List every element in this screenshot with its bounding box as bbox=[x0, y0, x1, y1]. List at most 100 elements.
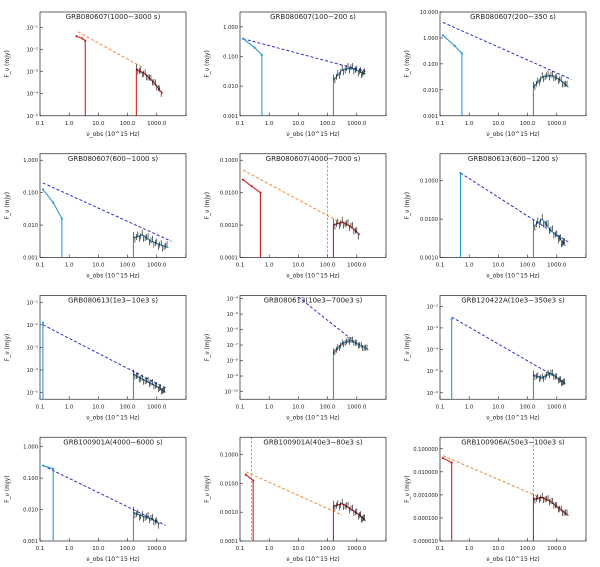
x-tick-label: 0.1 bbox=[236, 121, 245, 127]
y-tick-label: 0.100 bbox=[423, 62, 438, 68]
sed-panel-6: GRB080613(600−1200 s) F_ν (mJy) ν_obs (10^… bbox=[404, 153, 587, 280]
panel-title: GRB080607(1000−3000 s) bbox=[66, 13, 161, 21]
x-tick-label: 10.0 bbox=[92, 546, 105, 552]
x-tick-label: 0.1 bbox=[236, 263, 245, 269]
y-tick-label: 0.100 bbox=[223, 54, 238, 60]
y-tick-label: 0.0100 bbox=[220, 481, 238, 487]
optical-data-point bbox=[250, 185, 253, 188]
plot-area bbox=[41, 182, 172, 258]
plot-frame bbox=[239, 11, 387, 117]
x-tick-label: 10.0 bbox=[292, 404, 305, 410]
y-tick-label: 10⁻⁴ bbox=[227, 297, 238, 303]
plot-frame bbox=[39, 153, 187, 258]
y-tick-label: 10⁻³ bbox=[27, 70, 38, 76]
y-tick-label: 0.010000 bbox=[413, 470, 438, 476]
y-tick-label: 0.010 bbox=[23, 508, 38, 514]
panel-title: GRB100901A(40e3−80e3 s) bbox=[263, 438, 362, 446]
plot-area bbox=[41, 464, 166, 541]
x-axis-label: ν_obs (10^15 Hz) bbox=[486, 556, 539, 563]
y-tick-label: 10⁻¹⁰ bbox=[225, 390, 239, 396]
panel-title: GRB100901A(4000−6000 s) bbox=[63, 438, 163, 446]
y-tick-label: 10⁻³ bbox=[427, 326, 438, 332]
x-tick-label: 1.0 bbox=[65, 404, 74, 410]
x-tick-label: 0.1 bbox=[436, 121, 445, 127]
x-axis-label: ν_obs (10^15 Hz) bbox=[86, 131, 139, 138]
optical-data-point bbox=[41, 188, 45, 191]
optical-data-point bbox=[52, 467, 55, 470]
y-axis-label: F_ν (mJy) bbox=[404, 192, 411, 220]
optical-data-point bbox=[259, 191, 262, 194]
optical-data-point bbox=[252, 479, 255, 482]
optical-uv-model bbox=[76, 35, 86, 116]
y-tick-label: 10⁻¹ bbox=[27, 300, 38, 306]
plot-area bbox=[298, 296, 369, 400]
y-axis-label: F_ν (mJy) bbox=[4, 475, 11, 503]
plot-area bbox=[441, 21, 572, 116]
panel-title: GRB080607(200−350 s) bbox=[470, 13, 556, 21]
optical-data-point bbox=[459, 171, 462, 175]
y-tick-label: 10⁻⁴ bbox=[27, 368, 38, 374]
x-tick-label: 1.0 bbox=[465, 263, 474, 269]
panel-title: GRB080613(1e3−10e3 s) bbox=[68, 297, 158, 305]
sed-panel-5: GRB080607(4000−7000 s) F_ν (mJy) ν_obs (10… bbox=[204, 153, 387, 280]
optical-data-point bbox=[41, 321, 45, 324]
y-tick-label: 1.000 bbox=[223, 25, 238, 31]
x-axis-label: ν_obs (10^15 Hz) bbox=[286, 131, 339, 138]
y-tick-label: 0.001000 bbox=[413, 493, 438, 499]
y-tick-label: 10⁻⁵ bbox=[227, 312, 238, 318]
optical-uv-model bbox=[42, 189, 63, 258]
plot-frame bbox=[39, 11, 187, 117]
model-powerlaw-line bbox=[42, 182, 172, 242]
y-tick-label: 0.0010 bbox=[220, 223, 238, 229]
x-tick-label: 0.1 bbox=[36, 546, 45, 552]
y-tick-label: 10⁻⁶ bbox=[427, 391, 438, 397]
y-tick-label: 0.1000 bbox=[220, 158, 238, 164]
y-axis-label: F_ν (mJy) bbox=[404, 475, 411, 503]
sed-panel-7: GRB080613(1e3−10e3 s) F_ν (mJy) ν_obs (10^… bbox=[4, 295, 187, 421]
sed-panel-11: GRB100901A(40e3−80e3 s) F_ν (mJy) ν_obs (1… bbox=[204, 436, 387, 563]
x-tick-label: 1.0 bbox=[465, 121, 474, 127]
x-tick-label: 100.0 bbox=[520, 121, 536, 127]
x-tick-label: 1.0 bbox=[65, 263, 74, 269]
x-tick-label: 1.0 bbox=[465, 404, 474, 410]
y-tick-label: 1.000 bbox=[23, 158, 38, 164]
optical-data-point bbox=[244, 473, 247, 476]
x-tick-label: 100.0 bbox=[520, 404, 536, 410]
optical-data-point bbox=[60, 217, 64, 220]
optical-data-point bbox=[260, 53, 263, 57]
optical-data-point bbox=[453, 44, 456, 47]
plot-frame bbox=[239, 436, 387, 542]
plot-area bbox=[75, 31, 164, 116]
x-tick-label: 10.0 bbox=[492, 546, 505, 552]
x-tick-label: 1.0 bbox=[265, 404, 274, 410]
x-tick-label: 0.1 bbox=[36, 263, 45, 269]
y-tick-label: 0.100 bbox=[23, 476, 38, 482]
x-tick-label: 100.0 bbox=[520, 263, 536, 269]
y-axis-label: F_ν (mJy) bbox=[204, 475, 211, 503]
model-powerlaw-line bbox=[442, 21, 572, 80]
y-tick-label: 10⁻⁷ bbox=[227, 343, 238, 349]
y-tick-label: 10⁻⁹ bbox=[227, 374, 238, 380]
y-tick-label: 10⁻⁵ bbox=[27, 390, 38, 396]
x-tick-label: 1000.0 bbox=[347, 263, 367, 269]
x-tick-label: 100.0 bbox=[320, 404, 336, 410]
plot-area bbox=[41, 321, 166, 400]
x-tick-label: 1000.0 bbox=[547, 404, 567, 410]
y-tick-label: 0.0100 bbox=[420, 217, 438, 223]
plot-frame bbox=[439, 295, 587, 400]
y-tick-label: 10⁻⁴ bbox=[427, 348, 438, 354]
sed-panel-10: GRB100901A(4000−6000 s) F_ν (mJy) ν_obs (1… bbox=[4, 436, 187, 563]
sed-panel-4: GRB080607(600−1000 s) F_ν (mJy) ν_obs (10^… bbox=[4, 153, 187, 280]
x-axis-label: ν_obs (10^15 Hz) bbox=[286, 414, 339, 421]
y-axis-label: F_ν (mJy) bbox=[204, 334, 211, 362]
y-axis-label: F_ν (mJy) bbox=[4, 334, 11, 362]
optical-data-point bbox=[241, 37, 245, 40]
y-tick-label: 10⁻⁴ bbox=[27, 92, 38, 98]
x-tick-label: 100.0 bbox=[120, 121, 136, 127]
y-axis-label: F_ν (mJy) bbox=[4, 50, 11, 78]
x-tick-label: 1000.0 bbox=[347, 121, 367, 127]
panel-title: GRB080607(4000−7000 s) bbox=[266, 155, 361, 163]
optical-data-point bbox=[41, 464, 45, 467]
x-tick-label: 10.0 bbox=[492, 263, 505, 269]
y-tick-label: 0.0010 bbox=[420, 256, 438, 262]
